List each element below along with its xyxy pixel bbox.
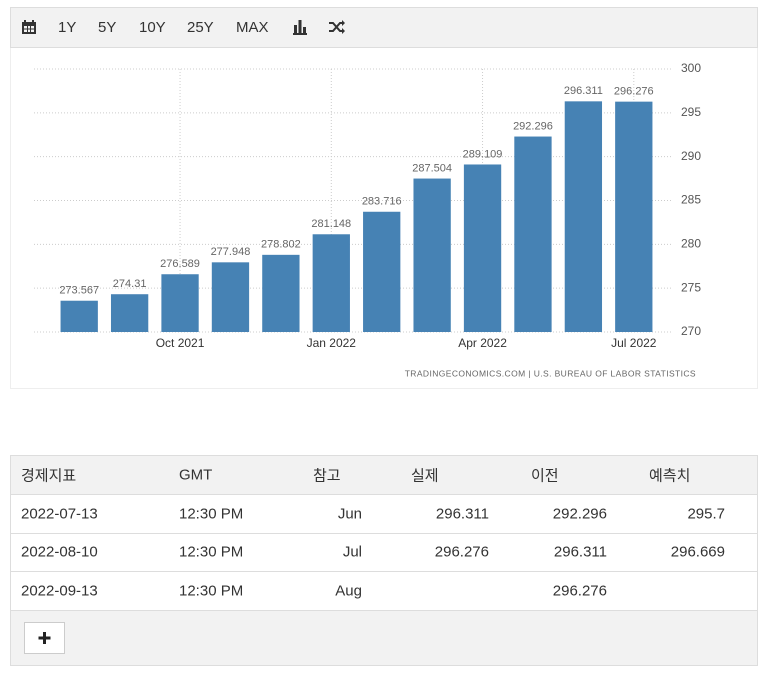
plus-icon — [38, 632, 51, 644]
chart-panel: 270 275 280 285 290 295 300 273.567 274.31 Oct 20… — [10, 48, 758, 389]
header-cell: 경제지표 — [21, 467, 77, 485]
table-cell: Jun — [337, 505, 362, 523]
y-tick-label: 280 — [681, 237, 701, 251]
value-label: 274.31 — [113, 278, 147, 290]
bar — [161, 274, 199, 332]
range-button[interactable]: 25Y — [187, 19, 214, 36]
x-tick-label: Jul 2022 — [611, 336, 657, 350]
y-tick-label: 270 — [681, 324, 701, 338]
value-label: 273.567 — [59, 285, 99, 297]
table-row: 2022-09-13 12:30 PM Aug 296.276 — [11, 572, 757, 611]
range-button[interactable]: MAX — [236, 19, 269, 36]
table-cell: Aug — [335, 582, 362, 600]
value-label: 292.296 — [513, 120, 553, 132]
value-label: 281.148 — [311, 218, 351, 230]
bar — [211, 262, 250, 332]
bar — [564, 101, 603, 332]
range-button[interactable]: 1Y — [58, 19, 77, 36]
source-label: TRADINGECONOMICS.COM | U.S. BUREAU OF LA… — [405, 368, 696, 378]
value-label: 287.504 — [412, 162, 452, 174]
bar — [514, 136, 552, 332]
table-cell: 296.276 — [434, 543, 489, 561]
chart: 270 275 280 285 290 295 300 273.567 274.31 Oct 20… — [34, 61, 701, 378]
table-cell: 296.311 — [553, 543, 607, 561]
bar — [60, 300, 98, 332]
value-label: 276.589 — [160, 258, 200, 270]
table-footer — [11, 610, 757, 665]
table-cell: 2022-07-13 — [21, 505, 98, 523]
bar — [413, 178, 451, 332]
header-cell: 실제 — [411, 467, 439, 485]
bar — [312, 234, 350, 332]
table-header: 경제지표 GMT 참고 실제 이전 예측치 — [11, 456, 757, 495]
table-row: 2022-08-10 12:30 PM Jul 296.276 296.311 296.6… — [11, 534, 757, 572]
header-cell: 예측치 — [649, 467, 691, 485]
value-label: 283.716 — [362, 196, 402, 208]
y-tick-label: 290 — [681, 149, 701, 163]
table-cell: 296.311 — [435, 505, 489, 523]
table-cell: 296.276 — [552, 582, 607, 600]
bar — [615, 101, 653, 332]
bar-chart-icon[interactable] — [292, 19, 308, 35]
table-cell: 12:30 PM — [179, 543, 244, 561]
bar — [463, 164, 502, 332]
table-cell: 12:30 PM — [179, 505, 244, 523]
table-row: 2022-07-13 12:30 PM Jun 296.311 292.296 295.7 — [11, 495, 757, 534]
value-label: 296.311 — [564, 85, 603, 97]
table-cell: 2022-08-10 — [21, 543, 98, 561]
table-cell: 2022-09-13 — [21, 582, 98, 600]
value-label: 289.109 — [463, 148, 503, 160]
value-label: 296.276 — [614, 86, 654, 98]
calendar-table: 경제지표 GMT 참고 실제 이전 예측치 2022-07-13 12:30 PM Jun 29… — [10, 455, 758, 666]
x-tick-label: Oct 2021 — [156, 336, 205, 350]
table-cell: 295.7 — [687, 505, 725, 523]
y-tick-label: 295 — [681, 105, 701, 119]
header-cell: 참고 — [313, 467, 341, 485]
y-tick-label: 275 — [681, 280, 701, 294]
value-label: 278.802 — [261, 239, 301, 251]
table-cell: 296.669 — [670, 543, 725, 561]
shuffle-icon[interactable] — [328, 19, 346, 35]
value-label: 277.948 — [211, 246, 251, 258]
table-cell: Jul — [342, 543, 362, 561]
bar — [110, 294, 149, 332]
calendar-icon[interactable] — [21, 19, 37, 35]
range-button[interactable]: 5Y — [98, 19, 117, 36]
y-tick-label: 285 — [681, 193, 701, 207]
header-cell: GMT — [179, 466, 213, 484]
range-button[interactable]: 10Y — [139, 19, 166, 36]
bar — [262, 254, 300, 332]
add-button[interactable] — [24, 622, 65, 654]
table-cell: 292.296 — [552, 505, 607, 523]
bar — [363, 211, 401, 332]
x-tick-label: Apr 2022 — [458, 336, 507, 350]
x-tick-label: Jan 2022 — [307, 336, 357, 350]
y-tick-label: 300 — [681, 61, 701, 75]
header-cell: 이전 — [531, 467, 559, 485]
toolbar: 1Y 5Y 10Y 25Y MAX — [10, 7, 758, 48]
table-cell: 12:30 PM — [179, 582, 244, 600]
